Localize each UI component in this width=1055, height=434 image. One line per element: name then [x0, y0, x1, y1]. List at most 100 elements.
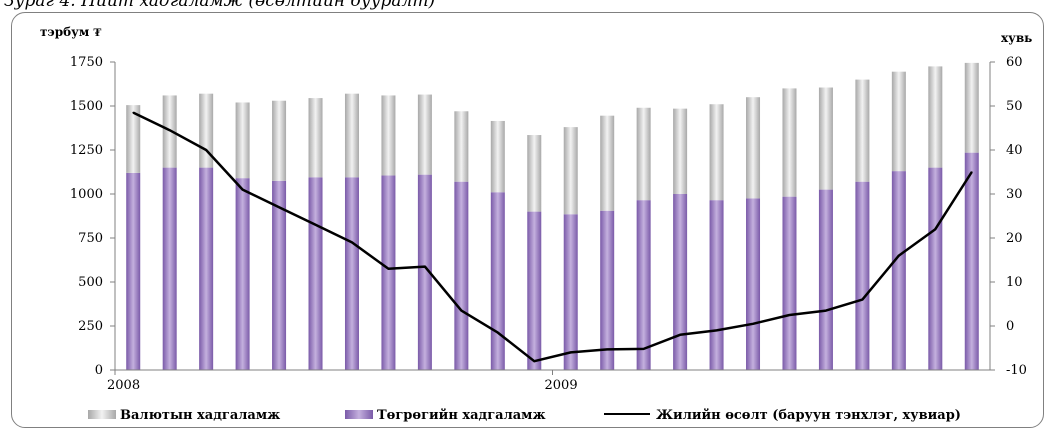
growth-point-9 [461, 310, 463, 312]
legend-label-togrog: Төгрөгийн хадгаламж [377, 408, 546, 423]
left-tick-label: 0 [95, 363, 103, 378]
bar-currency-14 [637, 108, 651, 200]
growth-line [133, 113, 972, 362]
bar-togrog-11 [527, 212, 541, 370]
left-tick-label: 1500 [70, 99, 103, 114]
bar-currency-21 [892, 72, 906, 171]
bar-togrog-10 [491, 192, 505, 370]
x-tick-label: 2009 [545, 378, 578, 393]
bar-currency-10 [491, 121, 505, 192]
bar-togrog-5 [309, 177, 323, 370]
bar-togrog-6 [345, 177, 359, 370]
growth-point-8 [424, 266, 426, 268]
bar-togrog-0 [126, 173, 140, 370]
bar-togrog-21 [892, 171, 906, 370]
left-tick-labels: 0 250 500 750 1000 1250 1500 1750 [70, 55, 115, 378]
bar-currency-15 [673, 109, 687, 194]
bar-currency-4 [272, 101, 286, 181]
bar-currency-5 [309, 98, 323, 177]
growth-point-14 [643, 348, 645, 350]
legend-swatch-currency [88, 410, 116, 419]
bar-currency-18 [782, 88, 796, 196]
bar-togrog-23 [965, 153, 979, 370]
right-tick-label: 40 [1006, 143, 1023, 158]
right-tick-label: 20 [1006, 231, 1023, 246]
right-tick-label: 0 [1006, 319, 1014, 334]
bar-currency-8 [418, 95, 432, 175]
bar-togrog-9 [454, 182, 468, 370]
growth-point-11 [533, 360, 535, 362]
x-tick-labels: 2008 2009 [107, 370, 578, 393]
bar-currency-22 [928, 66, 942, 167]
left-axis-unit: тэрбум ₮ [40, 25, 101, 39]
left-tick-label: 500 [78, 275, 103, 290]
bar-togrog-20 [855, 182, 869, 370]
right-tick-label: 10 [1006, 275, 1023, 290]
growth-point-23 [971, 171, 973, 173]
growth-point-15 [679, 334, 681, 336]
growth-point-18 [789, 314, 791, 316]
bar-togrog-17 [746, 198, 760, 370]
right-axis-unit: хувь [1001, 31, 1032, 45]
growth-point-22 [935, 228, 937, 230]
right-tick-label: -10 [1006, 363, 1027, 378]
bar-currency-16 [710, 104, 724, 200]
legend: Валютын хадгаламж Төгрөгийн хадгаламж Жи… [88, 408, 961, 423]
bar-currency-7 [381, 95, 395, 175]
bar-currency-3 [236, 102, 250, 178]
bar-currency-17 [746, 97, 760, 198]
right-tick-label: 30 [1006, 187, 1023, 202]
growth-point-19 [825, 310, 827, 312]
bar-togrog-14 [637, 200, 651, 370]
bar-togrog-22 [928, 168, 942, 370]
legend-label-currency: Валютын хадгаламж [120, 408, 280, 423]
legend-swatch-togrog [345, 410, 373, 419]
bar-currency-20 [855, 80, 869, 182]
bar-togrog-16 [710, 200, 724, 370]
growth-point-21 [898, 255, 900, 257]
growth-point-7 [388, 268, 390, 270]
x-tick-label: 2008 [107, 378, 140, 393]
bar-currency-23 [965, 63, 979, 153]
bar-togrog-7 [381, 176, 395, 370]
bar-currency-19 [819, 88, 833, 190]
right-tick-label: 50 [1006, 99, 1023, 114]
growth-point-0 [132, 112, 134, 114]
bar-togrog-12 [564, 214, 578, 370]
growth-point-5 [315, 224, 317, 226]
bars-layer [126, 63, 979, 370]
growth-point-6 [351, 242, 353, 244]
bar-togrog-18 [782, 197, 796, 370]
bar-togrog-2 [199, 168, 213, 370]
bar-currency-12 [564, 127, 578, 214]
growth-point-3 [242, 189, 244, 191]
growth-point-13 [606, 349, 608, 351]
left-tick-label: 1000 [70, 187, 103, 202]
growth-point-10 [497, 332, 499, 334]
bar-currency-13 [600, 116, 614, 211]
growth-point-20 [862, 299, 864, 301]
growth-point-1 [169, 129, 171, 131]
bar-togrog-1 [163, 168, 177, 370]
growth-point-2 [205, 149, 207, 151]
bar-currency-6 [345, 94, 359, 178]
bar-currency-11 [527, 135, 541, 212]
bar-togrog-19 [819, 190, 833, 370]
bar-togrog-13 [600, 211, 614, 370]
left-tick-label: 1250 [70, 143, 103, 158]
right-tick-labels: -10 0 10 20 30 40 50 60 [990, 55, 1027, 378]
growth-point-17 [752, 323, 754, 325]
right-tick-label: 60 [1006, 55, 1023, 70]
growth-point-16 [716, 330, 718, 332]
growth-point-12 [570, 352, 572, 354]
legend-label-growth: Жилийн өсөлт (баруун тэнхлэг, хувиар) [656, 408, 961, 423]
left-tick-label: 750 [78, 231, 103, 246]
bar-togrog-15 [673, 194, 687, 370]
growth-line-layer [132, 112, 972, 362]
left-tick-label: 250 [78, 319, 103, 334]
growth-point-4 [278, 206, 280, 208]
bar-togrog-3 [236, 178, 250, 370]
left-tick-label: 1750 [70, 55, 103, 70]
bar-currency-9 [454, 111, 468, 181]
